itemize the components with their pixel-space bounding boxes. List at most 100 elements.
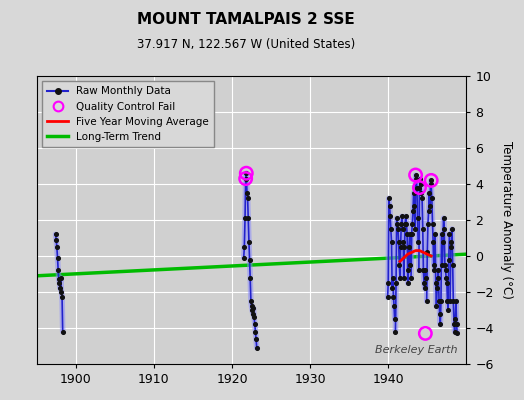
Point [429,238,438,245]
Point [395,262,403,268]
Point [441,262,449,268]
Point [424,208,433,214]
Point [419,267,428,274]
Point [444,256,453,263]
Point [401,220,409,227]
Point [430,267,439,274]
Point [251,328,259,335]
Point [424,220,432,227]
Point [428,220,436,227]
Point [406,262,414,268]
Point [243,190,251,196]
Point [431,231,439,238]
Point [388,285,396,292]
Point [400,274,408,281]
Point [397,220,406,227]
Point [425,190,433,196]
Point [57,274,65,281]
Point [448,226,456,232]
Point [395,238,403,245]
Point [406,231,414,238]
Point [54,276,63,282]
Point [249,305,258,311]
Point [51,231,60,238]
Text: 37.917 N, 122.567 W (United States): 37.917 N, 122.567 W (United States) [137,38,355,51]
Point [417,190,425,196]
Point [384,294,392,301]
Point [422,298,431,304]
Point [386,213,395,220]
Point [421,330,430,336]
Point [416,184,424,191]
Point [416,175,424,182]
Point [250,321,259,328]
Point [437,298,445,304]
Point [242,170,250,176]
Point [443,298,452,304]
Point [433,274,442,281]
Point [418,195,426,202]
Point [403,280,412,286]
Point [430,262,438,268]
Point [446,298,454,304]
Point [405,244,413,250]
Point [389,274,397,281]
Point [240,244,248,250]
Point [452,321,461,328]
Text: Berkeley Earth: Berkeley Earth [375,345,458,355]
Point [452,298,460,304]
Point [453,330,462,336]
Point [451,316,460,322]
Point [57,289,66,295]
Point [244,195,252,202]
Point [413,215,422,222]
Point [385,195,393,202]
Point [252,336,260,342]
Point [242,175,250,182]
Point [425,202,434,209]
Point [434,267,443,274]
Point [396,244,405,250]
Point [439,238,447,245]
Point [412,175,420,182]
Point [411,172,420,178]
Point [436,321,444,328]
Point [393,220,401,227]
Point [56,280,64,286]
Point [407,274,415,281]
Point [391,328,400,335]
Point [59,328,67,335]
Point [445,231,454,238]
Point [449,262,457,268]
Point [54,267,62,274]
Y-axis label: Temperature Anomaly (°C): Temperature Anomaly (°C) [500,141,513,299]
Point [239,255,248,261]
Point [444,307,452,313]
Point [411,226,419,232]
Point [433,285,441,292]
Point [447,238,455,245]
Point [449,298,457,304]
Point [446,244,455,250]
Point [403,231,411,238]
Point [390,303,398,310]
Point [413,184,421,191]
Point [410,202,419,209]
Point [414,238,422,245]
Point [56,285,64,292]
Point [247,298,255,304]
Point [404,267,412,274]
Point [402,220,411,227]
Point [421,267,430,274]
Point [443,280,451,286]
Point [398,213,406,220]
Point [432,280,440,286]
Point [439,215,447,222]
Point [432,303,441,310]
Point [398,226,407,232]
Point [400,244,409,250]
Point [387,238,396,245]
Point [401,213,410,220]
Point [416,184,424,191]
Point [245,238,253,245]
